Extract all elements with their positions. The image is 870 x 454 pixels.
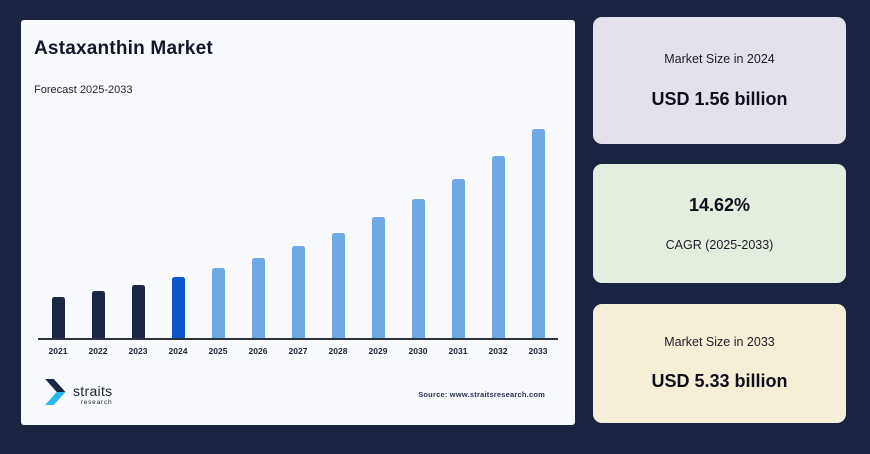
x-tick-2021: 2021 bbox=[48, 346, 68, 356]
x-tick-2023: 2023 bbox=[128, 346, 148, 356]
stat-panel-cagr: 14.62% CAGR (2025-2033) bbox=[593, 164, 846, 283]
stat-label: Market Size in 2024 bbox=[664, 51, 775, 66]
bar-column-2025: 2025 bbox=[209, 109, 227, 356]
bar-2023 bbox=[131, 284, 145, 338]
stat-panel-market-size-2024: Market Size in 2024 USD 1.56 billion bbox=[593, 17, 846, 144]
bar-column-2027: 2027 bbox=[289, 109, 307, 356]
bar-2031 bbox=[451, 178, 465, 338]
bar-column-2022: 2022 bbox=[89, 109, 107, 356]
bar-2032 bbox=[491, 155, 505, 338]
bar-chart: 2021 2022 2023 2024 2025 2026 2027 2028 2029 2030… bbox=[38, 109, 558, 356]
stat-panel-market-size-2033: Market Size in 2033 USD 5.33 billion bbox=[593, 304, 846, 423]
source-attribution: Source: www.straitsresearch.com bbox=[418, 390, 545, 399]
forecast-subtitle: Forecast 2025-2033 bbox=[34, 84, 133, 96]
stat-value: USD 1.56 billion bbox=[651, 88, 788, 109]
bar-column-2028: 2028 bbox=[329, 109, 347, 356]
bar-2029 bbox=[371, 216, 385, 338]
bar-2021 bbox=[51, 297, 65, 338]
page-title: Astaxanthin Market bbox=[34, 38, 213, 59]
bar-column-2029: 2029 bbox=[369, 109, 387, 356]
bar-column-2021: 2021 bbox=[49, 109, 67, 356]
bar-column-2031: 2031 bbox=[449, 109, 467, 356]
logo-text: straits research bbox=[73, 384, 112, 406]
straits-research-logo: straits research bbox=[43, 378, 112, 411]
x-tick-2029: 2029 bbox=[368, 346, 388, 356]
x-tick-2033: 2033 bbox=[528, 346, 548, 356]
x-tick-2026: 2026 bbox=[248, 346, 268, 356]
bar-2030 bbox=[411, 199, 425, 338]
stat-label: CAGR (2025-2033) bbox=[665, 238, 774, 252]
logo-subtext: research bbox=[80, 398, 113, 406]
stat-value: USD 5.33 billion bbox=[651, 371, 788, 391]
x-tick-2028: 2028 bbox=[328, 346, 348, 356]
bar-column-2032: 2032 bbox=[489, 109, 507, 356]
bar-2022 bbox=[91, 291, 105, 338]
bar-column-2024: 2024 bbox=[169, 109, 187, 356]
bar-2024 bbox=[171, 276, 185, 338]
bar-2028 bbox=[331, 232, 345, 338]
straits-arrow-icon bbox=[43, 378, 69, 411]
bar-2026 bbox=[251, 257, 265, 338]
x-tick-2027: 2027 bbox=[288, 346, 308, 356]
bar-column-2023: 2023 bbox=[129, 109, 147, 356]
x-tick-2030: 2030 bbox=[408, 346, 428, 356]
x-tick-2025: 2025 bbox=[208, 346, 228, 356]
bar-column-2026: 2026 bbox=[249, 109, 267, 356]
x-tick-2022: 2022 bbox=[88, 346, 108, 356]
bar-column-2030: 2030 bbox=[409, 109, 427, 356]
chart-card: Astaxanthin Market Forecast 2025-2033 20… bbox=[21, 20, 575, 425]
x-tick-2031: 2031 bbox=[448, 346, 468, 356]
bar-2025 bbox=[211, 267, 225, 338]
logo-name: straits bbox=[73, 382, 113, 399]
bar-2033 bbox=[531, 129, 545, 338]
bar-2027 bbox=[291, 245, 305, 338]
stat-value: 14.62% bbox=[688, 195, 751, 215]
bar-column-2033: 2033 bbox=[529, 109, 547, 356]
stat-label: Market Size in 2033 bbox=[664, 335, 775, 349]
x-tick-2024: 2024 bbox=[168, 346, 188, 356]
x-tick-2032: 2032 bbox=[488, 346, 508, 356]
